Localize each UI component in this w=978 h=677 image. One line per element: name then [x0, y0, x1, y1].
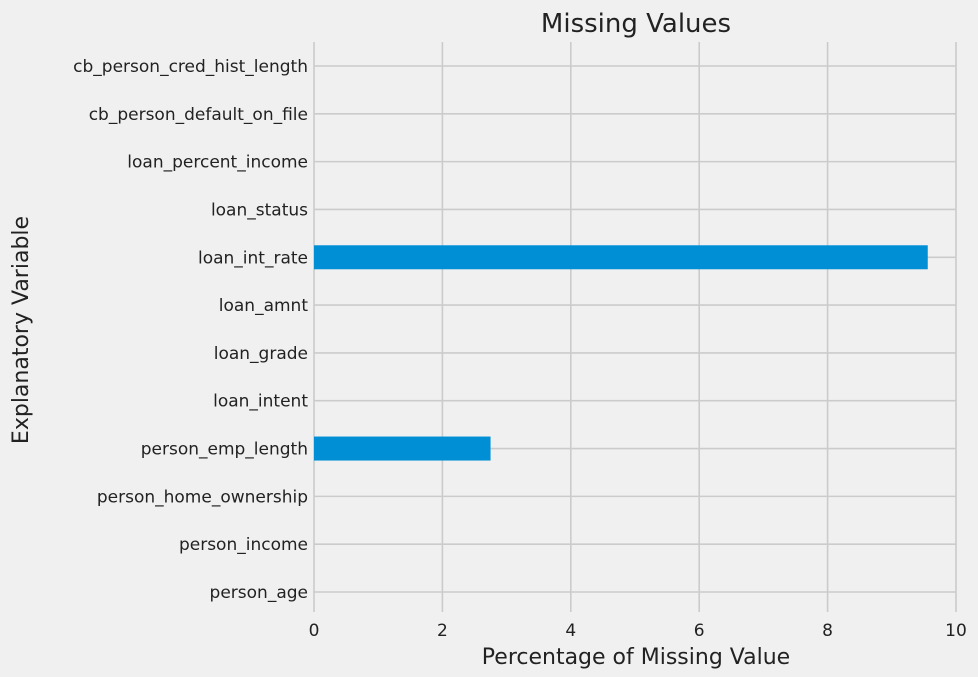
- bar-person_emp_length: [314, 436, 491, 461]
- x-axis-label: Percentage of Missing Value: [482, 645, 790, 670]
- y-tick-label: loan_grade: [214, 344, 308, 364]
- y-axis-label: Explanatory Variable: [9, 216, 34, 444]
- y-tick-label: cb_person_default_on_file: [89, 105, 308, 125]
- y-tick-labels: person_age person_income person_home_owner…: [73, 57, 308, 603]
- y-tick-label: loan_intent: [213, 392, 308, 412]
- y-tick-label: loan_int_rate: [198, 248, 308, 268]
- x-tick-label: 0: [309, 621, 320, 641]
- x-tick-label: 8: [822, 621, 833, 641]
- chart-title: Missing Values: [541, 9, 731, 39]
- x-tick-labels: 0 2 4 6 8 10: [309, 621, 967, 641]
- y-tick-label: loan_status: [211, 200, 308, 220]
- bar-loan_int_rate: [314, 245, 928, 270]
- y-tick-label: cb_person_cred_hist_length: [73, 57, 308, 77]
- bars: [314, 245, 928, 461]
- y-tick-label: person_age: [210, 583, 308, 603]
- y-tick-label: person_home_ownership: [97, 487, 308, 507]
- y-tick-label: loan_amnt: [219, 296, 309, 316]
- x-tick-label: 6: [694, 621, 705, 641]
- x-tick-label: 10: [945, 621, 967, 641]
- y-tick-label: person_emp_length: [141, 440, 308, 460]
- y-tick-label: loan_percent_income: [127, 153, 308, 173]
- x-tick-label: 2: [437, 621, 448, 641]
- x-tick-label: 4: [565, 621, 576, 641]
- y-tick-label: person_income: [179, 535, 308, 555]
